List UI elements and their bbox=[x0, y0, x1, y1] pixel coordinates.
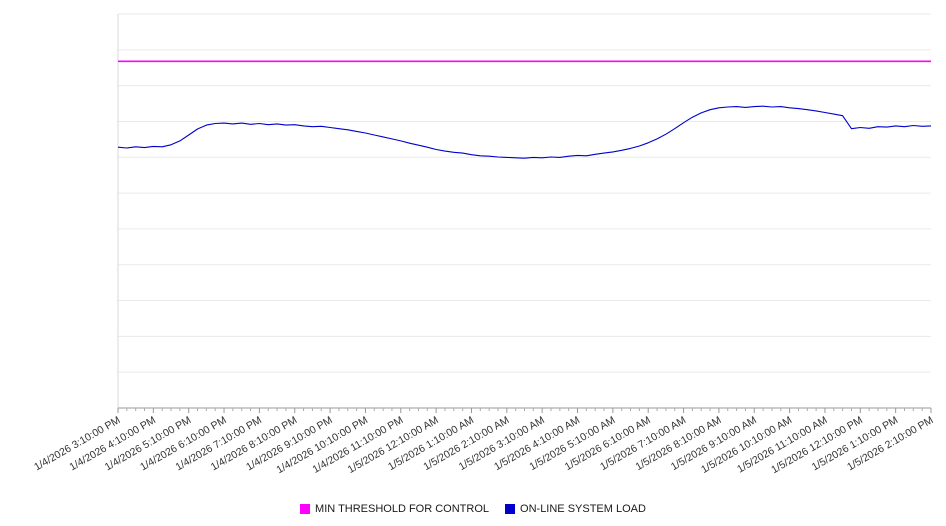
legend-label-threshold: MIN THRESHOLD FOR CONTROL bbox=[315, 503, 490, 515]
legend-swatch-load-icon bbox=[505, 504, 516, 514]
load-line bbox=[117, 105, 932, 159]
legend-item-load: ON-LINE SYSTEM LOAD bbox=[505, 503, 646, 515]
legend-item-threshold: MIN THRESHOLD FOR CONTROL bbox=[300, 503, 489, 515]
legend: MIN THRESHOLD FOR CONTROL ON-LINE SYSTEM… bbox=[0, 494, 946, 524]
legend-label-load: ON-LINE SYSTEM LOAD bbox=[520, 503, 646, 515]
legend-swatch-threshold-icon bbox=[300, 504, 311, 514]
line-chart: 1/4/2026 3:10:00 PM1/4/2026 4:10:00 PM1/… bbox=[32, 13, 936, 476]
